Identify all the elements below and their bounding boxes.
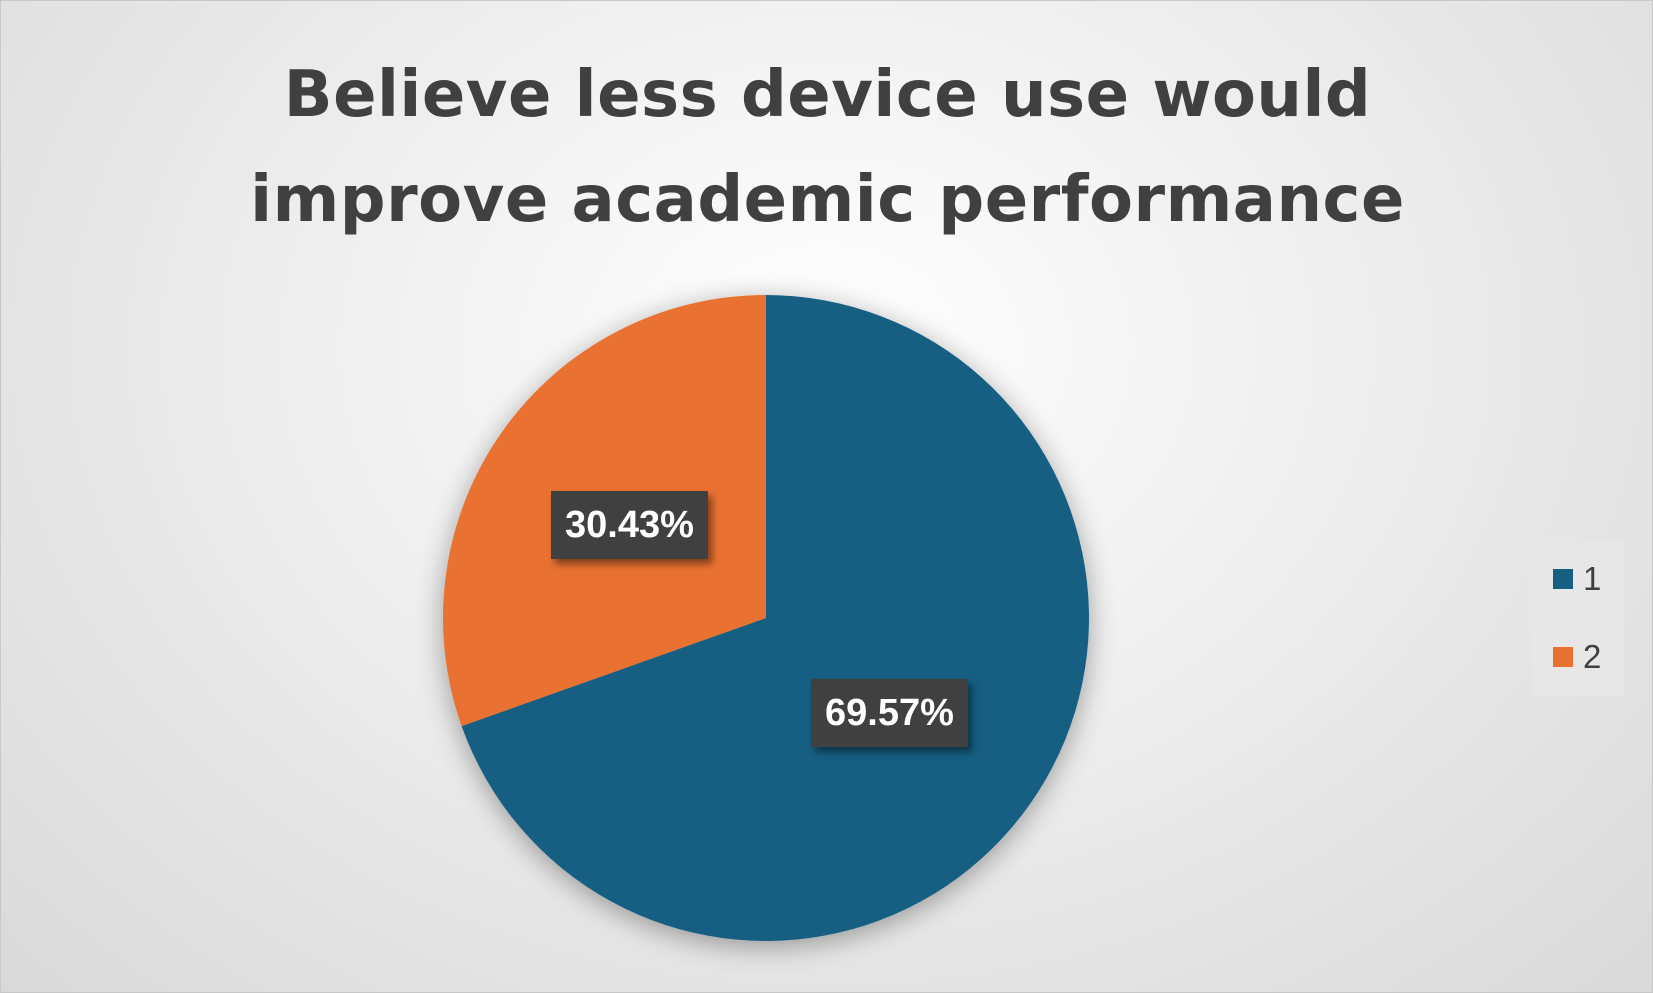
legend-swatch-1 [1553, 569, 1573, 589]
legend-swatch-2 [1553, 647, 1573, 667]
legend-label-2: 2 [1583, 638, 1602, 675]
data-label-series-1: 69.57% [811, 679, 968, 747]
legend: 1 2 [1531, 541, 1624, 696]
legend-label-1: 1 [1583, 560, 1602, 597]
chart-title: Believe less device use would improve ac… [250, 58, 1405, 237]
data-label-series-2: 30.43% [551, 491, 708, 559]
legend-item-1: 1 [1553, 559, 1601, 599]
legend-item-2: 2 [1553, 637, 1601, 677]
pie-slice-1 [461, 295, 1090, 942]
